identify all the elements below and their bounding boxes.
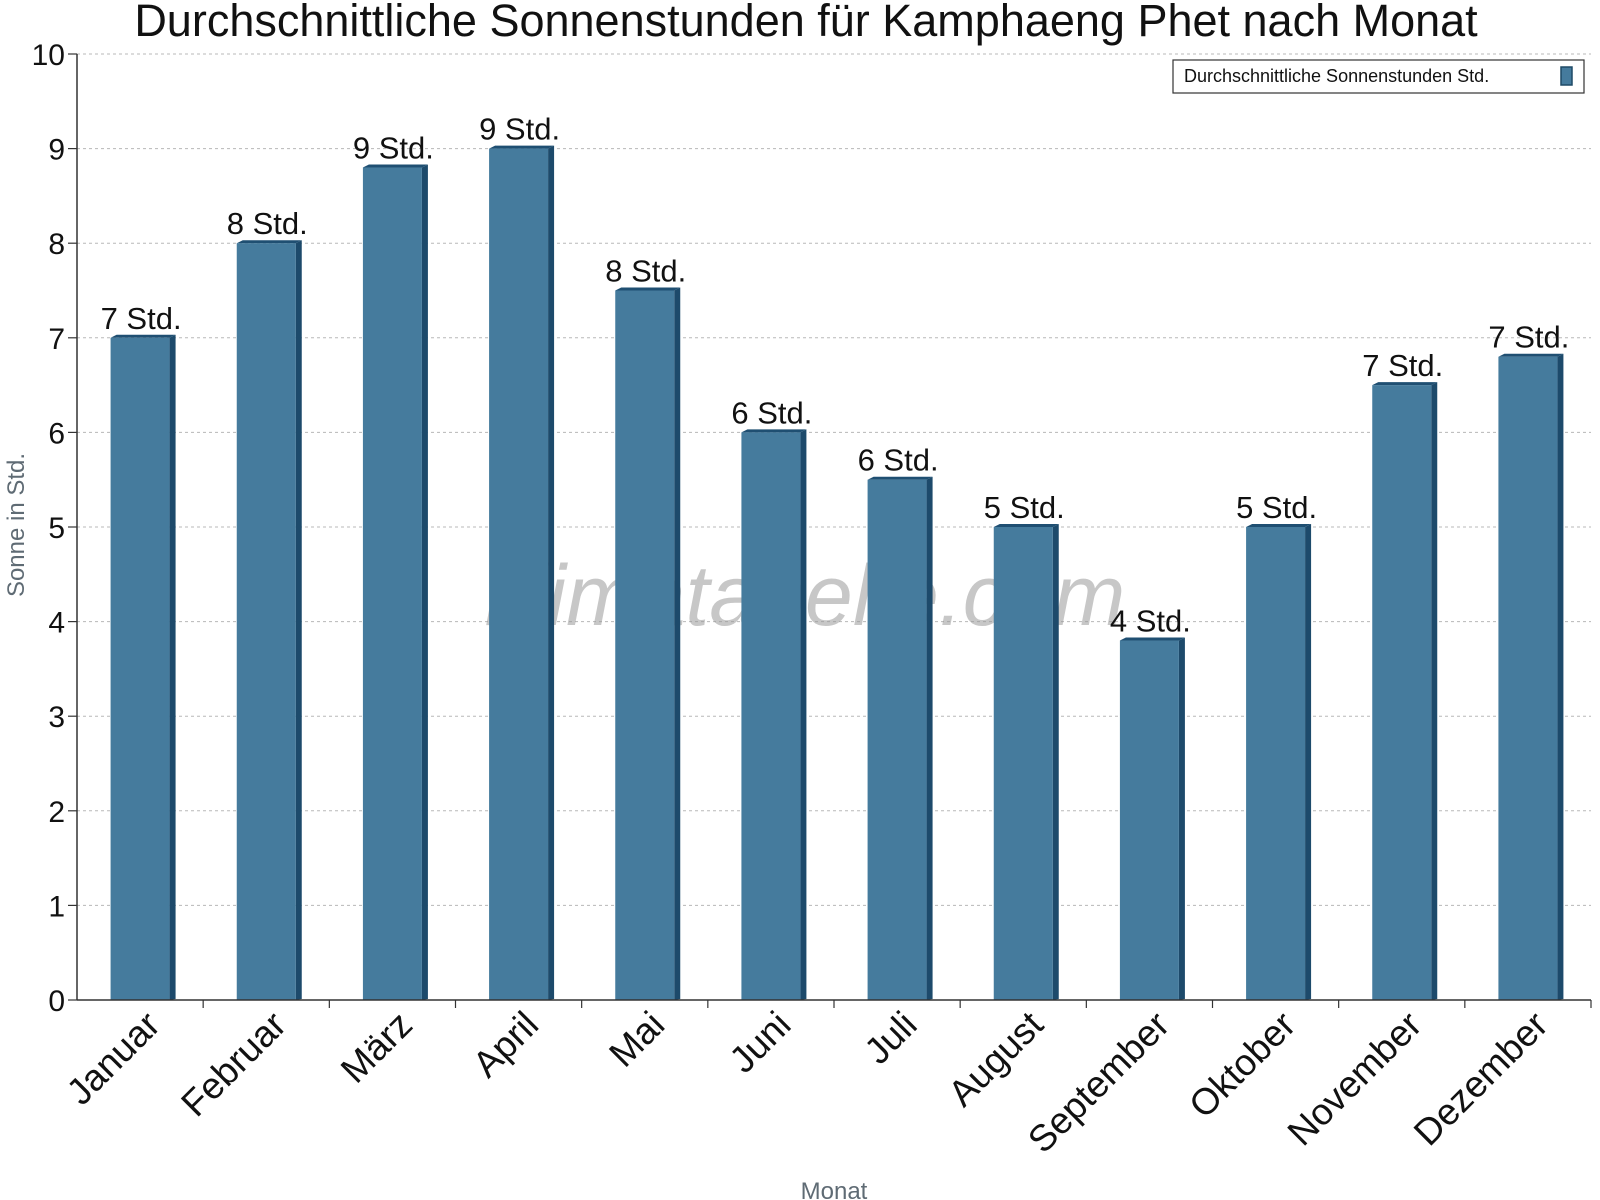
bar-7 [867, 476, 933, 1000]
y-tick-label: 6 [48, 417, 65, 450]
bar-top [741, 429, 807, 433]
bar-12 [1498, 353, 1564, 1001]
bar-4 [489, 145, 555, 1001]
bar-series [110, 145, 1564, 1001]
y-tick-label: 10 [32, 39, 65, 72]
y-tick-label: 3 [48, 701, 65, 734]
x-axis-ticks: Januar Februar März April Mai Juni Juli AugustS… [59, 1000, 1592, 1161]
bar-front [236, 243, 296, 1000]
y-tick-label: 9 [48, 134, 65, 167]
data-label: 9 Std. [353, 131, 434, 166]
data-label: 7 Std. [101, 301, 182, 336]
bar-top [1372, 382, 1438, 386]
data-labels: 7 Std. 8 Std. 9 Std. 9 Std. 8 Std. 6 Std. 6 St… [101, 112, 1570, 639]
bar-10 [1246, 524, 1312, 1000]
x-tick-label: Dezember [1406, 1004, 1556, 1154]
bar-5 [615, 287, 681, 1000]
chart-title: Durchschnittliche Sonnenstunden für Kamp… [134, 0, 1478, 46]
legend: Durchschnittliche Sonnenstunden Std. [1172, 59, 1585, 94]
bar-side [1557, 353, 1564, 1001]
bar-front [110, 337, 170, 1000]
y-tick-label: 8 [48, 228, 65, 261]
x-tick-label: April [465, 1004, 546, 1085]
bar-side [1052, 524, 1059, 1000]
bar-front [489, 148, 549, 1001]
bar-front [362, 167, 422, 1000]
bar-8 [993, 524, 1059, 1000]
data-label: 8 Std. [605, 254, 686, 289]
bar-3 [362, 164, 428, 1000]
data-label: 7 Std. [1362, 348, 1443, 383]
x-tick-label: Mai [601, 1004, 672, 1075]
y-tick-label: 2 [48, 796, 65, 829]
bar-11 [1372, 382, 1438, 1001]
data-label: 6 Std. [731, 395, 812, 430]
bar-front [615, 290, 675, 1000]
bar-side [926, 476, 933, 1000]
bar-front [1498, 356, 1558, 1001]
y-tick-label: 0 [48, 985, 65, 1018]
bar-front [1372, 385, 1432, 1001]
data-label: 5 Std. [984, 490, 1065, 525]
bar-front [1246, 527, 1306, 1000]
bar-2 [236, 240, 302, 1000]
bar-side [1431, 382, 1438, 1001]
x-axis-title: Monat [801, 1178, 868, 1200]
bar-top [489, 145, 555, 149]
bar-top [867, 476, 933, 480]
bar-side [1178, 637, 1185, 1000]
bar-top [362, 164, 428, 168]
data-label: 8 Std. [227, 206, 308, 241]
bar-side [548, 145, 555, 1001]
data-label: 7 Std. [1488, 320, 1569, 355]
data-label: 9 Std. [479, 112, 560, 147]
bar-top [993, 524, 1059, 527]
bar-9 [1119, 637, 1185, 1000]
bar-6 [741, 429, 807, 1000]
bar-front [867, 479, 927, 1000]
bar-front [993, 527, 1053, 1000]
legend-label: Durchschnittliche Sonnenstunden Std. [1184, 66, 1489, 86]
bar-side [295, 240, 302, 1000]
bar-side [674, 287, 681, 1000]
bar-1 [110, 334, 176, 1000]
y-axis-title: Sonne in Std. [3, 453, 30, 597]
x-tick-label: August [940, 1003, 1051, 1114]
legend-swatch [1560, 66, 1573, 86]
x-tick-label: Juli [856, 1004, 924, 1072]
x-tick-label: Januar [59, 1004, 168, 1113]
x-tick-label: Februar [173, 1004, 294, 1125]
bar-front [741, 432, 801, 1000]
x-tick-label: Oktober [1181, 1004, 1303, 1126]
x-tick-label: November [1280, 1004, 1430, 1154]
bar-top [1246, 524, 1312, 527]
data-label: 5 Std. [1236, 490, 1317, 525]
bar-side [421, 164, 428, 1000]
data-label: 6 Std. [858, 443, 939, 478]
data-label: 4 Std. [1110, 604, 1191, 639]
bar-front [1119, 640, 1179, 1000]
grid-lines [77, 53, 1591, 906]
bar-side [169, 334, 176, 1000]
x-tick-label: März [333, 1004, 420, 1091]
bar-top [1119, 637, 1185, 641]
x-tick-label: Juni [722, 1004, 799, 1081]
bar-top [236, 240, 302, 244]
y-tick-label: 7 [48, 323, 65, 356]
y-axis-ticks: 0 1 2 3 4 5 6 7 8 9 10 [32, 39, 77, 1018]
bar-side [1305, 524, 1312, 1000]
bar-top [615, 287, 681, 291]
y-tick-label: 5 [48, 512, 65, 545]
y-tick-label: 1 [48, 890, 65, 923]
legend-box [1172, 59, 1585, 94]
y-tick-label: 4 [48, 607, 65, 640]
bar-side [800, 429, 807, 1000]
bar-top [110, 334, 176, 338]
bar-top [1498, 353, 1564, 357]
